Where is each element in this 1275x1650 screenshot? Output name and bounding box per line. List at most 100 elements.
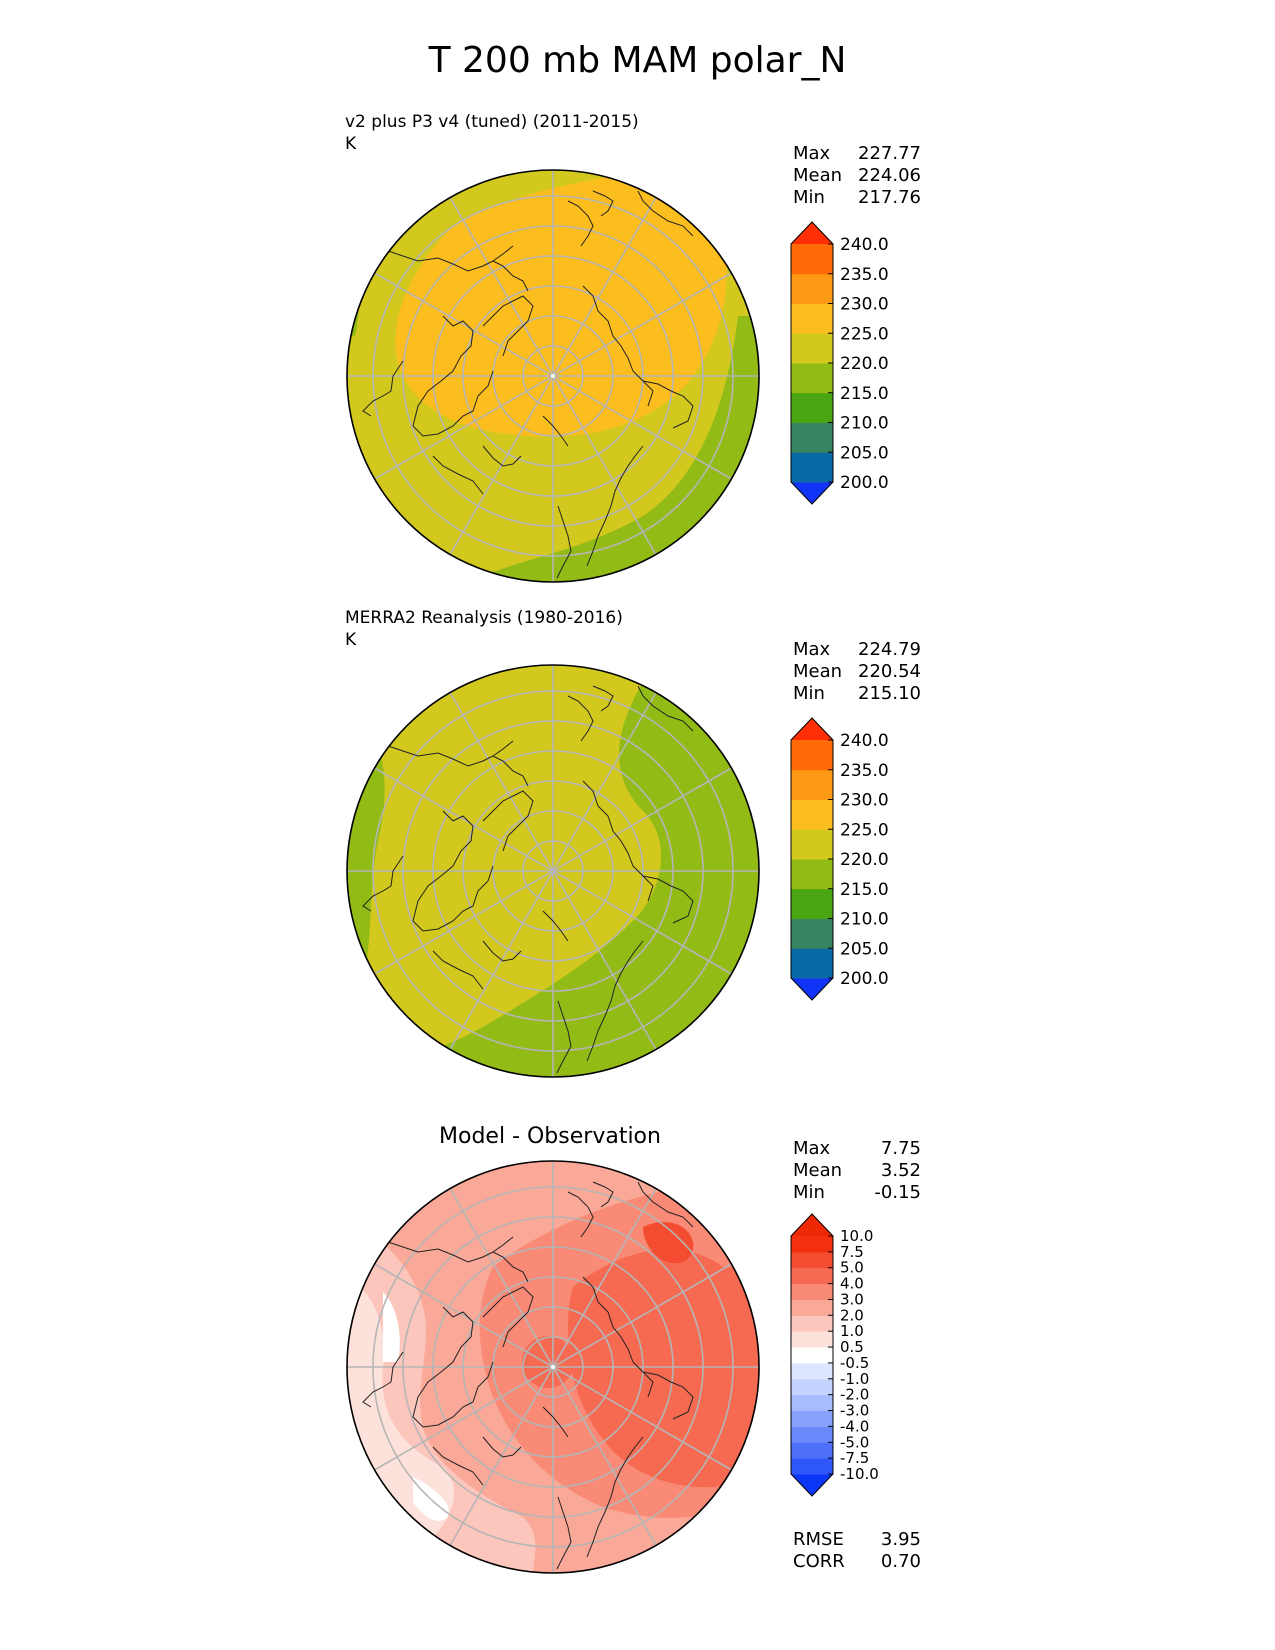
field-band-215-220 (463, 316, 759, 582)
stat-value: 7.75 (880, 1138, 921, 1159)
map-frame (346, 664, 760, 1078)
colorbar-tick-label: 210.0 (840, 414, 889, 434)
map-frame (346, 1160, 760, 1574)
colorbar-segment (791, 1283, 833, 1300)
north-pole-marker (551, 374, 555, 378)
stat-row: Min 217.76 (793, 187, 921, 209)
metric-label: RMSE (793, 1529, 844, 1550)
field-band-5-7.5 (643, 1222, 694, 1264)
colorbar-segment (791, 859, 833, 890)
panel-obs-map (346, 664, 760, 1078)
panel-diff-title: Model - Observation (439, 1124, 661, 1149)
stat-label: Min (793, 1182, 825, 1203)
colorbar-tick-label: 225.0 (840, 820, 889, 840)
stat-row: Mean 220.54 (793, 661, 921, 683)
colorbar-segment (791, 1410, 833, 1427)
colorbar-tick-label: -1.0 (840, 1370, 869, 1388)
field-band-minus0.5-0.5 (383, 1292, 400, 1362)
panel-obs-name: MERRA2 Reanalysis (1980-2016) (345, 608, 623, 628)
colorbar-tick-label: -2.0 (840, 1386, 869, 1404)
stat-value: 3.52 (880, 1160, 921, 1181)
colorbar-segment (791, 1236, 833, 1253)
panel-obs-stats: Max 224.79 Mean 220.54 Min 215.10 (793, 639, 921, 705)
colorbar-tick-label: 3.0 (840, 1290, 864, 1308)
field-band-4-5 (568, 1249, 759, 1488)
colorbar-segment (791, 422, 833, 453)
colorbar-extend-max (791, 1214, 833, 1236)
colorbar-segment (791, 1315, 833, 1332)
field-band-215-220 (347, 226, 359, 336)
colorbar-tick-label: 235.0 (840, 761, 889, 781)
panel-obs-title: MERRA2 Reanalysis (1980-2016) K (345, 607, 623, 651)
colorbar-tick-label: 4.0 (840, 1275, 864, 1293)
colorbar-segment (791, 769, 833, 800)
panel-obs-colorbar: 200.0 205.0 210.0 215.0 220.0 225.0 230.0 235.0… (790, 717, 889, 1001)
metric-row: CORR 0.70 (793, 1551, 921, 1573)
stat-row: Max 227.77 (793, 143, 921, 165)
panel-model-colorbar: 200.0 205.0 210.0 215.0 220.0 225.0 230.0 235.0… (790, 221, 889, 505)
colorbar-tick-label: 210.0 (840, 910, 889, 930)
metric-label: CORR (793, 1551, 845, 1572)
metric-value: 0.70 (880, 1551, 921, 1572)
stat-value: 215.10 (858, 683, 921, 704)
panel-obs-units: K (345, 630, 357, 650)
graticule (347, 665, 759, 1077)
colorbar-extend-max (791, 222, 833, 244)
stat-label: Max (793, 143, 831, 164)
colorbar-tick-label: 205.0 (840, 939, 889, 959)
stat-row: Min 215.10 (793, 683, 921, 705)
colorbar-segment (791, 452, 833, 483)
panel-model-units: K (345, 134, 357, 154)
colorbar-segment (791, 1378, 833, 1396)
colorbar-tick-label: 1.0 (840, 1322, 864, 1340)
panel-model-stats: Max 227.77 Mean 224.06 Min 217.76 (793, 143, 921, 209)
colorbar-tick-label: -5.0 (840, 1433, 869, 1451)
colorbar-tick-label: 10.0 (840, 1227, 873, 1245)
metric-row: RMSE 3.95 (793, 1529, 921, 1551)
stat-value: 224.06 (858, 165, 921, 186)
colorbar-segment (791, 363, 833, 394)
north-pole-marker (551, 1365, 555, 1369)
colorbar-segment (791, 799, 833, 830)
figure-title: T 200 mb MAM polar_N (428, 40, 847, 81)
colorbar-tick-label: 200.0 (840, 969, 889, 989)
stat-label: Mean (793, 661, 843, 682)
colorbar-tick-label: 0.5 (840, 1338, 864, 1356)
colorbar-tick-label: 215.0 (840, 384, 889, 404)
stat-label: Min (793, 683, 825, 704)
colorbar-tick-label: 225.0 (840, 324, 889, 344)
stat-label: Max (793, 1138, 831, 1159)
colorbar-segment (791, 1426, 833, 1443)
stat-value: 217.76 (858, 187, 921, 208)
colorbar-segment (791, 1347, 833, 1364)
stat-value: -0.15 (874, 1182, 921, 1203)
colorbar-extend-min (791, 482, 833, 504)
colorbar-tick-label: -7.5 (840, 1449, 869, 1467)
colorbar-tick-label: 205.0 (840, 443, 889, 463)
colorbar-segment (791, 740, 833, 771)
colorbar-tick-label: -3.0 (840, 1402, 869, 1420)
colorbar-segment (791, 1394, 833, 1412)
colorbar-extend-max (791, 718, 833, 740)
colorbar-tick-label: 230.0 (840, 791, 889, 811)
colorbar-tick-label: 2.0 (840, 1306, 864, 1324)
colorbar-segment (791, 888, 833, 919)
stat-label: Mean (793, 165, 843, 186)
colorbar-segment (791, 829, 833, 860)
panel-diff-stats: Max 7.75 Mean 3.52 Min -0.15 (793, 1138, 921, 1204)
colorbar-tick-label: 220.0 (840, 850, 889, 870)
stat-row: Mean 3.52 (793, 1160, 921, 1182)
colorbar-segment (791, 1458, 833, 1475)
panel-diff-colorbar: -10.0-7.5-5.0-4.0-3.0-2.0-1.0-0.50.51.02… (790, 1213, 879, 1497)
colorbar-tick-label: 235.0 (840, 265, 889, 285)
colorbar-segment (791, 1251, 833, 1269)
colorbar-tick-label: 5.0 (840, 1259, 864, 1277)
panel-diff-map (346, 1160, 760, 1574)
stat-row: Mean 224.06 (793, 165, 921, 187)
colorbar-tick-label: 240.0 (840, 235, 889, 255)
coastlines (362, 190, 694, 579)
field-band-225-230 (395, 170, 727, 437)
stat-value: 220.54 (858, 661, 921, 682)
colorbar-tick-label: 220.0 (840, 354, 889, 374)
stat-row: Max 224.79 (793, 639, 921, 661)
